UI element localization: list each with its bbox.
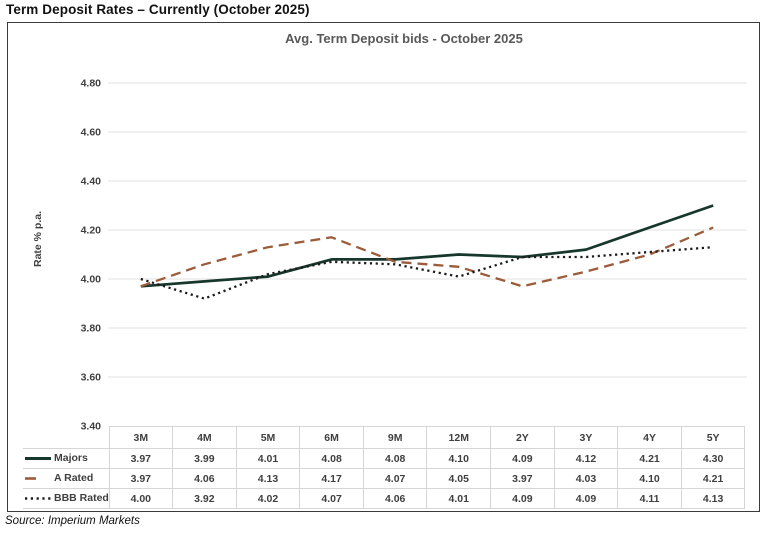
table-row: BBB Rated 4.00 3.92 4.02 4.07 4.06 4.01 4.09 4.0…: [23, 488, 746, 509]
value-cell: 4.08: [299, 448, 364, 469]
x-category-label: 4Y: [617, 426, 682, 449]
value-cell: 4.30: [680, 448, 746, 469]
series-name: BBB Rated: [54, 492, 109, 505]
value-cell: 4.07: [299, 488, 364, 509]
legend-cell: Majors: [23, 448, 110, 469]
series-line-a-rated: [140, 226, 714, 288]
x-category-label: 5M: [235, 426, 301, 449]
y-tick-label: 4.20: [81, 225, 102, 237]
legend-cell: A Rated: [23, 468, 110, 489]
value-cell: 3.97: [108, 448, 174, 469]
y-tick-label: 4.00: [81, 274, 102, 286]
value-cell: 4.09: [490, 488, 555, 509]
series-name: A Rated: [54, 472, 94, 485]
value-cell: 4.11: [617, 488, 682, 509]
value-cell: 4.17: [299, 468, 364, 489]
value-cell: 3.92: [172, 488, 237, 509]
legend-cell: BBB Rated: [23, 488, 110, 509]
legend-key-icon: [25, 477, 51, 480]
table-header-row: 3M 4M 5M 6M 9M 12M 2Y 3Y 4Y 5Y: [23, 426, 746, 449]
legend-key-icon: [25, 497, 51, 500]
y-tick-label: 3.40: [81, 421, 102, 433]
value-cell: 4.06: [172, 468, 237, 489]
value-cell: 4.05: [426, 468, 492, 489]
y-tick-label: 3.60: [81, 372, 102, 384]
x-category-label: 4M: [172, 426, 237, 449]
value-cell: 4.12: [553, 448, 619, 469]
value-cell: 4.01: [235, 448, 301, 469]
legend-key-icon: [25, 457, 51, 461]
value-cell: 4.10: [617, 468, 682, 489]
value-cell: 4.13: [680, 488, 746, 509]
value-cell: 3.97: [108, 468, 174, 489]
plot-area: 3.40 3.60 3.80 4.00 4.20 4.40 4.60 4.80: [81, 78, 747, 433]
value-cell: 4.06: [362, 488, 428, 509]
value-cell: 4.21: [617, 448, 682, 469]
value-cell: 4.00: [108, 488, 174, 509]
y-tick-label: 4.80: [81, 78, 102, 90]
value-cell: 3.99: [172, 448, 237, 469]
value-cell: 4.09: [490, 448, 555, 469]
value-cell: 4.07: [362, 468, 428, 489]
value-cell: 4.02: [235, 488, 301, 509]
page-title: Term Deposit Rates – Currently (October …: [6, 2, 310, 17]
source-note: Source: Imperium Markets: [5, 515, 140, 527]
x-category-label: 2Y: [490, 426, 555, 449]
legend-corner-cell: [23, 427, 109, 449]
chart-title: Avg. Term Deposit bids - October 2025: [285, 31, 523, 46]
x-category-label: 9M: [362, 426, 428, 449]
y-tick-label: 4.40: [81, 176, 102, 188]
value-cell: 4.01: [426, 488, 492, 509]
series-line-majors: [140, 204, 714, 288]
table-row: Majors 3.97 3.99 4.01 4.08 4.08 4.10 4.09 4.12 4.…: [23, 448, 746, 469]
series-line-bbb-rated: [140, 246, 714, 300]
x-category-label: 5Y: [680, 426, 746, 449]
chart-panel: Avg. Term Deposit bids - October 2025 Ra…: [7, 22, 760, 512]
x-category-label: 6M: [299, 426, 364, 449]
x-category-label: 3Y: [553, 426, 619, 449]
value-cell: 3.97: [490, 468, 555, 489]
table-row: A Rated 3.97 4.06 4.13 4.17 4.07 4.05 3.97 4.03 4…: [23, 468, 746, 489]
series-name: Majors: [54, 452, 88, 465]
value-cell: 4.10: [426, 448, 492, 469]
data-table-host: 3M 4M 5M 6M 9M 12M 2Y 3Y 4Y 5Y Majors 3.97 3.99 4.01 4…: [23, 426, 746, 509]
y-tick-label: 3.80: [81, 323, 102, 335]
value-cell: 4.13: [235, 468, 301, 489]
value-cell: 4.03: [553, 468, 619, 489]
data-table: 3M 4M 5M 6M 9M 12M 2Y 3Y 4Y 5Y Majors 3.97 3.99 4.01 4…: [23, 426, 746, 509]
x-category-label: 12M: [426, 426, 492, 449]
value-cell: 4.08: [362, 448, 428, 469]
y-tick-label: 4.60: [81, 127, 102, 139]
value-cell: 4.09: [553, 488, 619, 509]
x-category-label: 3M: [108, 426, 174, 449]
value-cell: 4.21: [680, 468, 746, 489]
